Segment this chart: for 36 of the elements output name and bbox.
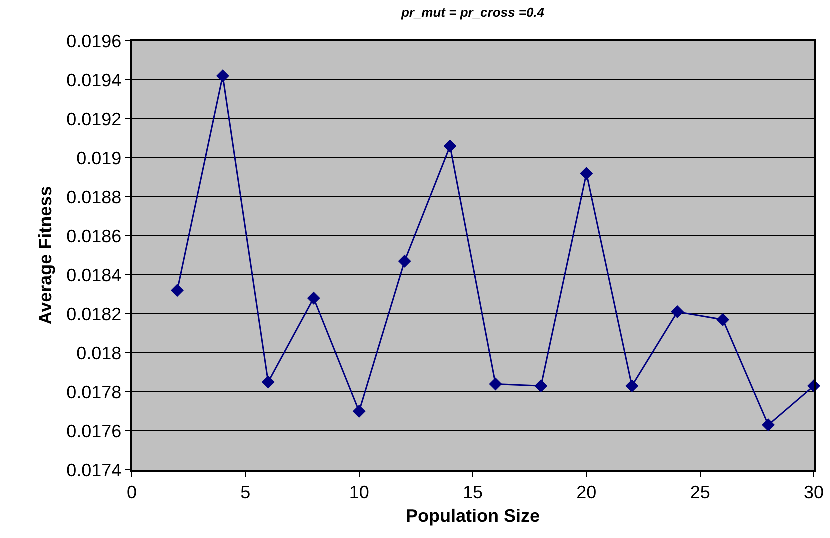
- y-tick-label: 0.0186: [66, 226, 122, 246]
- point: [671, 306, 684, 319]
- point: [398, 254, 412, 268]
- x-tick-label: 25: [690, 482, 710, 502]
- x-tick-label: 30: [804, 482, 824, 502]
- y-tick-label: 0.018: [76, 343, 122, 364]
- point: [262, 376, 275, 389]
- point: [216, 70, 230, 83]
- point: [307, 292, 320, 305]
- point: [534, 380, 548, 393]
- x-tick-label: 0: [126, 482, 138, 502]
- point: [716, 313, 730, 326]
- y-tick-label: 0.019: [76, 148, 122, 168]
- point: [352, 405, 366, 418]
- y-tick-label: 0.0176: [66, 421, 122, 442]
- y-axis-title: Average Fitness: [35, 186, 56, 325]
- y-tick-label: 0.0188: [66, 187, 122, 208]
- point: [762, 418, 776, 432]
- y-tick-label: 0.0178: [66, 382, 122, 402]
- y-tick-label: 0.0174: [66, 460, 122, 480]
- point: [444, 140, 457, 153]
- x-tick-label: 15: [462, 482, 484, 502]
- y-tick-label: 0.0184: [66, 265, 122, 286]
- y-tick-label: 0.0196: [66, 31, 122, 52]
- chart-title: pr_mut = pr_cross =0.4: [400, 5, 546, 20]
- point: [580, 167, 594, 180]
- point: [489, 378, 502, 391]
- x-axis-title: Population Size: [406, 506, 540, 526]
- y-tick-label: 0.0192: [66, 109, 122, 130]
- x-tick-label: 20: [576, 482, 597, 502]
- y-tick-label: 0.0194: [66, 70, 122, 90]
- point: [626, 380, 639, 393]
- y-tick-label: 0.0182: [66, 304, 122, 324]
- x-tick-label: 5: [240, 482, 251, 502]
- point: [170, 284, 184, 298]
- x-tick-label: 10: [349, 482, 370, 502]
